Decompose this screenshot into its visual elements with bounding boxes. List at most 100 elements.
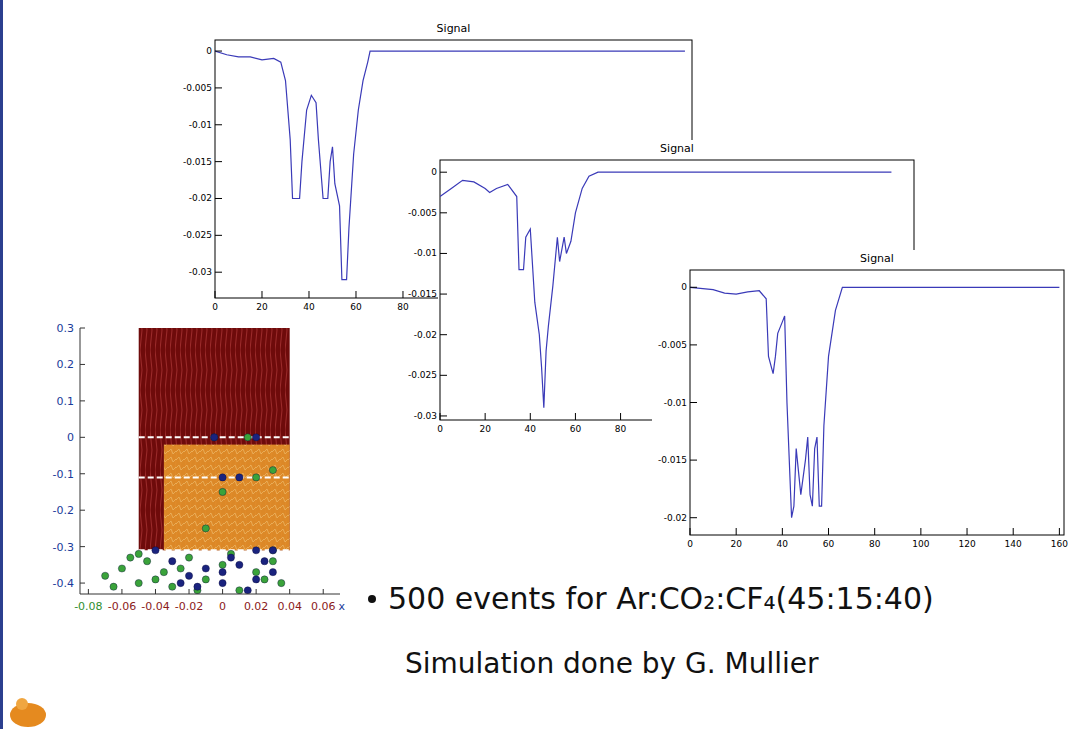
y-tick-label: -0.015 <box>183 157 212 167</box>
point <box>211 434 218 441</box>
x-tick <box>485 413 486 420</box>
x-tick-label: -0.08 <box>74 600 102 613</box>
point <box>253 474 260 481</box>
point <box>253 576 260 583</box>
point <box>194 583 201 590</box>
x-tick-label: 60 <box>350 302 362 312</box>
y-tick-label: 0.1 <box>57 395 75 408</box>
y-tick-label: 0.3 <box>57 322 75 335</box>
y-tick-label: -0.015 <box>408 289 437 299</box>
x-tick <box>189 589 190 594</box>
x-tick-label: 80 <box>397 302 409 312</box>
point <box>135 550 142 557</box>
y-tick-label: 0 <box>431 167 437 177</box>
y-tick-label: -0.015 <box>658 455 687 465</box>
y-tick <box>215 272 222 273</box>
y-tick <box>440 375 447 376</box>
credit-text: Simulation done by G. Mullier <box>405 647 819 680</box>
y-tick-label: -0.3 <box>53 541 74 554</box>
point <box>269 547 276 554</box>
x-axis <box>80 594 340 595</box>
point <box>202 565 209 572</box>
point <box>269 547 276 554</box>
x-tick <box>323 589 324 594</box>
point <box>110 583 117 590</box>
x-tick-label: 20 <box>256 302 268 312</box>
y-tick <box>215 235 222 236</box>
point <box>177 565 184 572</box>
x-tick-label: 20 <box>730 539 742 549</box>
y-axis <box>80 328 81 594</box>
x-tick <box>828 528 829 535</box>
y-tick <box>440 253 447 254</box>
point <box>269 569 276 576</box>
y-tick <box>690 460 697 461</box>
y-tick <box>80 364 85 365</box>
x-tick-label: 20 <box>479 424 491 434</box>
x-tick-label: 0 <box>212 302 218 312</box>
slide-border <box>0 0 3 729</box>
y-tick <box>215 124 222 125</box>
x-tick <box>121 589 122 594</box>
point <box>202 525 209 532</box>
y-tick <box>80 328 85 329</box>
panel-title: Signal <box>437 22 471 35</box>
x-tick-label: 80 <box>869 539 881 549</box>
point <box>169 583 176 590</box>
point <box>261 558 268 565</box>
x-tick-label: -0.04 <box>141 600 169 613</box>
x-tick <box>620 413 621 420</box>
y-tick-label: -0.02 <box>189 193 212 203</box>
point <box>211 434 218 441</box>
y-tick-label: -0.4 <box>53 577 74 590</box>
x-tick-label: 0 <box>437 424 443 434</box>
x-tick-label: 100 <box>912 539 929 549</box>
point <box>261 576 268 583</box>
y-tick <box>690 517 697 518</box>
x-axis-title: x <box>338 600 345 613</box>
drift-region <box>139 328 290 550</box>
point <box>185 554 192 561</box>
x-tick-label: 0 <box>687 539 693 549</box>
x-tick-label: 80 <box>615 424 627 434</box>
x-tick-label: 120 <box>958 539 975 549</box>
y-tick-label: -0.01 <box>414 248 437 258</box>
y-tick-label: -0.02 <box>664 513 687 523</box>
point <box>269 467 276 474</box>
y-tick <box>690 402 697 403</box>
plot-area <box>690 287 1059 517</box>
y-tick-label: -0.025 <box>408 370 437 380</box>
y-tick <box>215 51 222 52</box>
x-tick <box>440 413 441 420</box>
electrode <box>139 476 290 478</box>
point <box>219 488 226 495</box>
point <box>244 587 251 594</box>
signal-panel: Signal0204060801001201401600-0.005-0.01-… <box>652 250 1074 557</box>
mascot <box>10 703 46 727</box>
point <box>160 569 167 576</box>
y-tick-label: -0.1 <box>53 468 74 481</box>
point <box>152 547 159 554</box>
panel-title: Signal <box>660 142 694 155</box>
y-tick-label: 0 <box>206 46 212 56</box>
y-tick-label: -0.01 <box>189 120 212 130</box>
x-tick-label: 0.02 <box>244 600 269 613</box>
point <box>219 569 226 576</box>
x-tick <box>355 291 356 298</box>
point <box>169 558 176 565</box>
x-tick-label: 60 <box>823 539 835 549</box>
panel-title: Signal <box>860 252 894 265</box>
x-tick-label: 40 <box>525 424 537 434</box>
point <box>185 572 192 579</box>
y-tick <box>440 334 447 335</box>
point <box>202 576 209 583</box>
y-tick <box>690 287 697 288</box>
signal-line <box>690 287 1059 517</box>
point <box>253 547 260 554</box>
y-tick-label: 0 <box>67 431 74 444</box>
x-tick-label: 160 <box>1051 539 1068 549</box>
x-tick <box>736 528 737 535</box>
y-tick-label: -0.03 <box>414 411 437 421</box>
x-tick <box>215 291 216 298</box>
y-tick <box>80 400 85 401</box>
